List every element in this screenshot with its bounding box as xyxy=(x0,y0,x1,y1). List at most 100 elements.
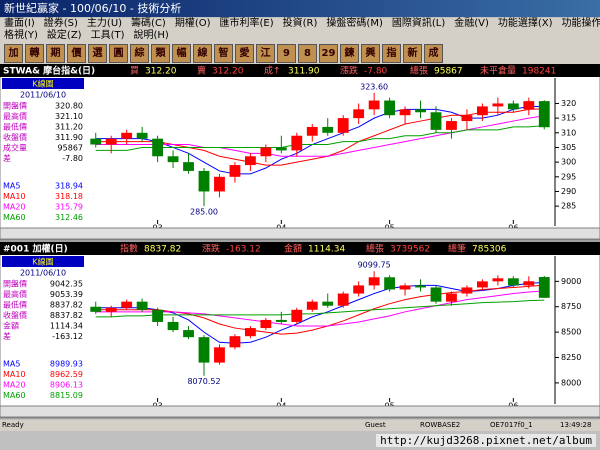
menu-item[interactable]: 主力(U) xyxy=(86,18,123,29)
toolbar-button[interactable]: 綜 xyxy=(130,44,149,63)
toolbar-button[interactable]: 選 xyxy=(88,44,107,63)
menu-item[interactable]: 金融(V) xyxy=(454,18,489,29)
menu-item[interactable]: 功能選擇(X) xyxy=(497,18,553,29)
header-value: 95867 xyxy=(434,67,463,77)
info-value: 8837.82 xyxy=(50,301,83,310)
toolbar: 加轉期價選圓綜類幅線智愛江 9 8 29 鍊興指新成 xyxy=(0,42,600,64)
menu-item[interactable]: 籌碼(C) xyxy=(131,18,166,29)
info-label: 開盤價 xyxy=(3,101,27,111)
y-tick-label: 295 xyxy=(561,172,576,181)
toolbar-button[interactable]: 8 xyxy=(298,44,317,63)
toolbar-button[interactable]: 指 xyxy=(382,44,401,63)
info-label: 最高價 xyxy=(3,289,27,299)
menu-item[interactable]: 功能操作(F) xyxy=(561,18,600,29)
menu-item[interactable]: 格視(Y) xyxy=(4,30,38,41)
toolbar-button[interactable]: 愛 xyxy=(235,44,254,63)
candle-body xyxy=(415,109,426,113)
toolbar-button[interactable]: 圓 xyxy=(109,44,128,63)
bottom-strip xyxy=(0,405,600,418)
info-label: 開盤價 xyxy=(3,279,27,289)
header-bar xyxy=(0,64,600,77)
window-title: 新世紀贏家 - 100/06/10 - 技術分析 xyxy=(0,0,600,17)
bottom-strip xyxy=(0,227,600,240)
panel-bg xyxy=(0,241,600,419)
candle-body xyxy=(152,138,164,157)
menu-item[interactable]: 畫面(I) xyxy=(4,18,35,29)
info-date: 2011/06/10 xyxy=(20,269,66,278)
info-value: 321.10 xyxy=(55,112,83,121)
y-tick-label: 9000 xyxy=(561,277,581,286)
max-annotation: 323.60 xyxy=(360,82,388,91)
header-value: 1114.34 xyxy=(308,245,345,255)
header-value: 3739562 xyxy=(390,245,430,255)
info-label: 收盤價 xyxy=(3,310,27,320)
toolbar-button[interactable]: 線 xyxy=(193,44,212,63)
legend-value: 8906.13 xyxy=(50,381,83,390)
candle-body xyxy=(167,156,179,163)
menu-item[interactable]: 設定(Z) xyxy=(46,30,82,41)
info-value: 311.90 xyxy=(55,133,83,142)
candle-body xyxy=(538,101,550,128)
info-label: 差 xyxy=(3,331,11,341)
toolbar-button[interactable]: 江 xyxy=(256,44,275,63)
toolbar-button[interactable]: 鍊 xyxy=(340,44,359,63)
candle-body xyxy=(183,162,194,171)
y-tick-label: 315 xyxy=(561,114,576,123)
y-tick-label: 8500 xyxy=(561,328,581,337)
y-tick-label: 8000 xyxy=(561,378,581,387)
menu-item[interactable]: 匯市利率(E) xyxy=(219,18,274,29)
legend-label: MA10 xyxy=(3,192,26,201)
toolbar-button[interactable]: 類 xyxy=(151,44,170,63)
y-tick-label: 305 xyxy=(561,143,576,152)
info-value: 9053.39 xyxy=(50,290,83,299)
y-tick-label: 320 xyxy=(561,99,576,108)
info-value: 1114.34 xyxy=(50,322,83,331)
ma-line xyxy=(95,290,545,327)
y-tick-label: 290 xyxy=(561,187,576,196)
y-tick-label: 8250 xyxy=(561,353,581,362)
legend-value: 312.46 xyxy=(55,213,83,222)
info-label: 最高價 xyxy=(3,111,27,121)
menu-item[interactable]: 期權(O) xyxy=(174,18,211,29)
status-field: Ready xyxy=(2,421,24,429)
header-label: 漲跌 xyxy=(202,244,220,255)
candle-body xyxy=(461,287,473,294)
toolbar-button[interactable]: 興 xyxy=(361,44,380,63)
y-tick-label: 310 xyxy=(561,128,576,137)
candle-body xyxy=(446,121,457,130)
y-tick-label: 8750 xyxy=(561,302,581,311)
toolbar-button[interactable]: 期 xyxy=(46,44,65,63)
toolbar-button[interactable]: 成 xyxy=(424,44,443,63)
toolbar-button[interactable]: 轉 xyxy=(25,44,44,63)
toolbar-button[interactable]: 幅 xyxy=(172,44,191,63)
header-value: 312.20 xyxy=(145,67,177,77)
header-label: 未平倉量 xyxy=(480,65,516,77)
candle-body xyxy=(322,126,334,133)
menu-item[interactable]: 操盤密碼(M) xyxy=(326,18,383,29)
menu-item[interactable]: 國際資訊(L) xyxy=(391,18,446,29)
toolbar-button[interactable]: 新 xyxy=(403,44,422,63)
toolbar-button[interactable]: 29 xyxy=(319,44,338,63)
info-title: K線圖 xyxy=(32,257,53,267)
candle-body xyxy=(260,319,272,329)
candle-body xyxy=(136,301,148,310)
toolbar-button[interactable]: 智 xyxy=(214,44,233,63)
toolbar-button[interactable]: 價 xyxy=(67,44,86,63)
toolbar-button[interactable]: 加 xyxy=(4,44,23,63)
candle-body xyxy=(244,328,256,337)
menu-item[interactable]: 工具(T) xyxy=(90,30,125,41)
candle-body xyxy=(275,147,287,151)
ma-line xyxy=(95,299,545,318)
candle-body xyxy=(121,132,133,139)
menu-item[interactable]: 投資(R) xyxy=(282,18,318,29)
toolbar-button[interactable]: 9 xyxy=(277,44,296,63)
candle-body xyxy=(105,138,117,145)
info-title-bg xyxy=(2,256,84,267)
menu-bar: 畫面(I) 證券(S) 主力(U) 籌碼(C) 期權(O) 匯市利率(E) 投資(R) 操盤密… xyxy=(0,18,600,30)
info-label: 最低價 xyxy=(3,300,27,310)
menu-item[interactable]: 證券(S) xyxy=(43,18,78,29)
legend-label: MA60 xyxy=(3,391,26,400)
candle-body xyxy=(476,106,488,116)
info-label: 最低價 xyxy=(3,122,27,132)
menu-item[interactable]: 說明(H) xyxy=(133,30,169,41)
